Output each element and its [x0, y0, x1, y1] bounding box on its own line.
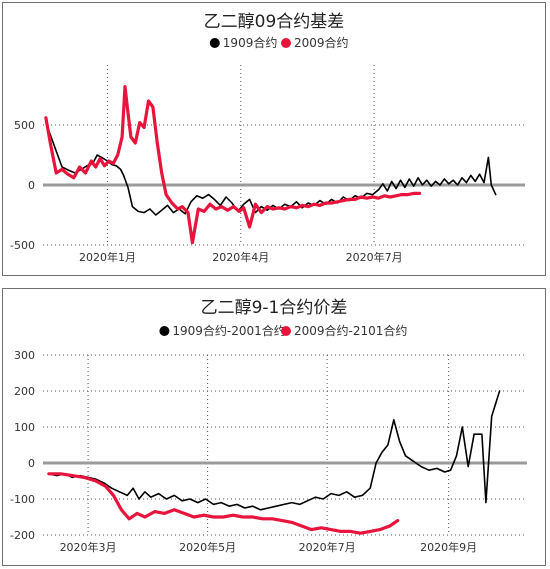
legend-label-1: 2009合约-2101合约	[294, 323, 407, 338]
series-line-0	[48, 390, 501, 511]
chart-title: 乙二醇9-1合约价差	[201, 298, 348, 318]
legend-label-0: 1909合约-2001合约	[172, 323, 285, 338]
y-tick-label-1: 0	[28, 179, 35, 192]
y-tick-label-0: -500	[10, 239, 35, 252]
spread-chart: 乙二醇9-1合约价差 1909合约-2001合约 2009合约-2101合约 2020…	[10, 298, 527, 554]
y-tick-label-0: -200	[10, 529, 35, 542]
chart-title: 乙二醇09合约基差	[204, 12, 345, 32]
x-tick-label-2: 2020年7月	[346, 250, 403, 264]
y-tick-label-5: 300	[14, 349, 35, 362]
y-tick-label-2: 500	[14, 119, 35, 132]
chart-panel-spread: 乙二醇9-1合约价差 1909合约-2001合约 2009合约-2101合约 2020…	[2, 288, 546, 566]
y-tick-label-1: -100	[10, 493, 35, 506]
legend-marker-1	[281, 38, 291, 48]
x-tick-label-1: 2020年5月	[179, 540, 236, 554]
y-tick-label-3: 100	[14, 421, 35, 434]
legend: 1909合约-2001合约 2009合约-2101合约	[159, 323, 407, 338]
legend-marker-1	[281, 326, 291, 336]
legend-label-1: 2009合约	[294, 35, 349, 50]
series-line-0	[45, 121, 497, 216]
legend-marker-0	[209, 38, 220, 48]
series-line-1	[44, 85, 422, 245]
x-tick-label-1: 2020年4月	[212, 250, 269, 264]
x-tick-label-0: 2020年1月	[79, 250, 136, 264]
y-tick-label-2: 0	[28, 457, 35, 470]
x-tick-label-2: 2020年7月	[299, 540, 356, 554]
series-line-1	[47, 472, 400, 535]
y-tick-label-4: 200	[14, 385, 35, 398]
basis-chart: 乙二醇09合约基差 1909合约 2009合约 2020年1月 2020年4月 2020年…	[10, 12, 525, 264]
legend: 1909合约 2009合约	[209, 35, 349, 50]
legend-label-0: 1909合约	[223, 35, 278, 50]
x-tick-label-0: 2020年3月	[60, 540, 117, 554]
legend-marker-0	[159, 326, 170, 336]
chart-panel-basis: 乙二醇09合约基差 1909合约 2009合约 2020年1月 2020年4月 2020年…	[2, 2, 546, 276]
x-tick-label-3: 2020年9月	[420, 540, 477, 554]
